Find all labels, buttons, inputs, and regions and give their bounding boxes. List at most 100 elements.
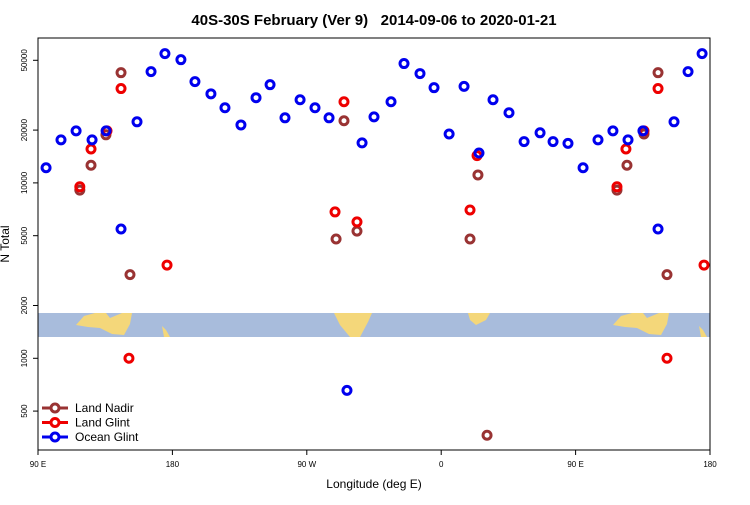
x-tick-label: 180 [166, 460, 180, 469]
point [124, 269, 136, 281]
y-tick-label: 10000 [20, 171, 29, 194]
point [534, 127, 546, 139]
point [115, 83, 127, 95]
x-tick-label: 90 E [30, 460, 46, 469]
land-patch [613, 313, 669, 335]
point [159, 48, 171, 60]
point [668, 116, 680, 128]
point [577, 162, 589, 174]
point [682, 66, 694, 78]
point [131, 116, 143, 128]
point [55, 134, 67, 146]
point [189, 76, 201, 88]
point [115, 223, 127, 235]
point [620, 143, 632, 155]
point [622, 134, 634, 146]
point [487, 94, 499, 106]
point [637, 125, 649, 137]
point [652, 67, 664, 79]
point [338, 115, 350, 127]
point [661, 352, 673, 364]
land-patch [76, 313, 132, 335]
land-patch [468, 313, 490, 325]
point [661, 269, 673, 281]
point [398, 58, 410, 70]
x-tick-label: 0 [439, 460, 444, 469]
point [115, 67, 127, 79]
point [698, 259, 710, 271]
point [351, 225, 363, 237]
point [323, 112, 335, 124]
chart-title: 40S-30S February (Ver 9) 2014-09-06 to 2… [191, 12, 556, 29]
point [652, 83, 664, 95]
map-strip [38, 313, 710, 337]
point [652, 223, 664, 235]
point [279, 112, 291, 124]
point [123, 352, 135, 364]
point [70, 125, 82, 137]
y-tick-label: 1000 [20, 349, 29, 367]
point [309, 102, 321, 114]
y-tick-label: 20000 [20, 118, 29, 141]
point [235, 119, 247, 131]
legend-marker [49, 431, 61, 443]
point [85, 159, 97, 171]
point [518, 136, 530, 148]
point [40, 162, 52, 174]
point [356, 137, 368, 149]
point [607, 125, 619, 137]
point [464, 233, 476, 245]
point [464, 204, 476, 216]
land-patch [162, 326, 170, 337]
legend-label: Ocean Glint [75, 430, 139, 444]
point [414, 68, 426, 80]
point [385, 96, 397, 108]
point [473, 147, 485, 159]
x-tick-label: 90 W [297, 460, 316, 469]
x-tick-label: 90 E [567, 460, 583, 469]
y-tick-label: 2000 [20, 296, 29, 314]
x-axis-label: Longitude (deg E) [326, 477, 421, 491]
point [341, 384, 353, 396]
point [338, 96, 350, 108]
point [368, 111, 380, 123]
point [329, 206, 341, 218]
point [294, 94, 306, 106]
point [351, 216, 363, 228]
point [205, 88, 217, 100]
land-patch [334, 313, 372, 337]
point [86, 134, 98, 146]
point [696, 48, 708, 60]
point [145, 66, 157, 78]
point [250, 92, 262, 104]
ocean-strip [38, 313, 710, 337]
plot-frame [37, 37, 711, 451]
x-tick-label: 180 [703, 460, 717, 469]
legend-marker [49, 417, 61, 428]
legend-marker [49, 402, 61, 414]
point [621, 159, 633, 171]
y-tick-label: 50000 [20, 49, 29, 72]
point [547, 136, 559, 148]
point [592, 134, 604, 146]
point [85, 143, 97, 155]
point [562, 137, 574, 149]
point [458, 80, 470, 92]
point [472, 169, 484, 181]
point [428, 82, 440, 94]
point [161, 259, 173, 271]
point [443, 128, 455, 140]
y-tick-label: 500 [20, 404, 29, 418]
point [503, 107, 515, 119]
point [481, 429, 493, 441]
land-patch [699, 326, 707, 337]
y-tick-label: 5000 [20, 226, 29, 244]
point [330, 233, 342, 245]
point [219, 102, 231, 114]
point [100, 125, 112, 137]
point [611, 181, 623, 193]
point [175, 54, 187, 66]
legend-label: Land Glint [75, 416, 130, 430]
point [264, 79, 276, 91]
